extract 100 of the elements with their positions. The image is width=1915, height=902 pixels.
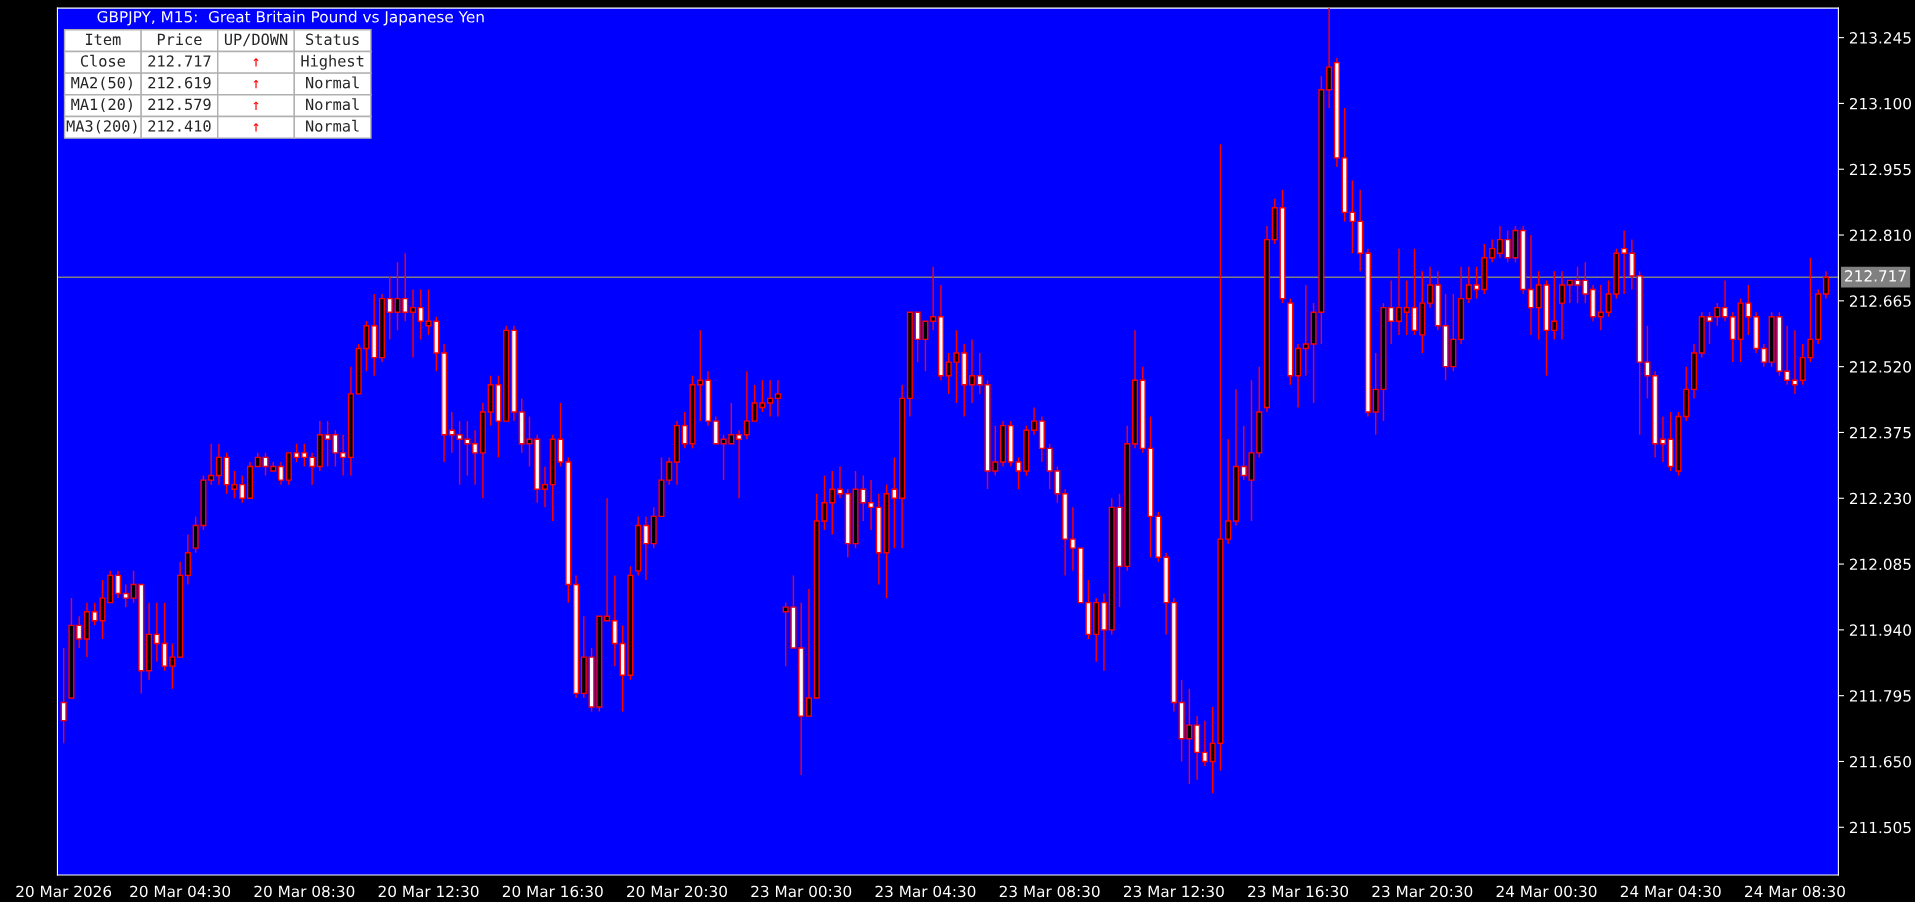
candlestick [371, 293, 378, 377]
candlestick [1163, 552, 1170, 636]
annotation: Price [157, 33, 202, 46]
x-tick-label: 23 Mar 04:30 [875, 885, 976, 898]
x-tick-label: 20 Mar 2026 [16, 885, 112, 898]
x-tick-label: 24 Mar 08:30 [1745, 885, 1845, 898]
candlestick [1232, 388, 1239, 527]
annotation: 212.619 [148, 76, 211, 89]
candlestick [1326, 8, 1333, 109]
candlestick [1465, 266, 1472, 304]
candlestick [1652, 370, 1659, 459]
candlestick [1000, 420, 1007, 468]
x-tick-label: 23 Mar 16:30 [1248, 885, 1349, 898]
candlestick [580, 615, 587, 699]
candlestick [76, 615, 83, 649]
candlestick [868, 479, 875, 531]
candlestick [510, 325, 517, 422]
candlestick [114, 570, 122, 599]
candlestick [767, 379, 774, 418]
candlestick [278, 461, 285, 486]
candlestick [937, 284, 944, 381]
annotation: ↑ [253, 80, 259, 89]
candlestick [673, 420, 681, 486]
candlestick [1496, 225, 1503, 259]
annotation: MA1(20) [71, 98, 132, 112]
candlestick [1364, 247, 1371, 418]
candlestick [1062, 488, 1069, 577]
candlestick [60, 647, 67, 745]
candlestick [1722, 279, 1729, 322]
annotation: Normal [306, 119, 359, 132]
candlestick [611, 574, 618, 667]
candlestick [798, 601, 805, 776]
x-tick-label: 24 Mar 04:30 [1620, 885, 1721, 898]
candlestick [1760, 343, 1767, 368]
candlestick [1597, 284, 1604, 332]
candlestick [184, 533, 191, 586]
candlestick [968, 338, 976, 404]
y-tick-label: 211.505 [1849, 821, 1911, 834]
candlestick [215, 443, 222, 486]
x-tick-label: 20 Mar 08:30 [254, 885, 355, 898]
candlestick [1753, 311, 1760, 354]
y-tick-label: 212.955 [1849, 163, 1911, 176]
candlestick [309, 452, 316, 486]
candlestick [1031, 406, 1038, 436]
candlestick [1170, 597, 1177, 713]
x-tick-label: 23 Mar 12:30 [1123, 885, 1224, 898]
candlestick [1729, 311, 1736, 363]
candlestick [836, 465, 844, 499]
candlestick [1527, 234, 1534, 336]
annotation: UP/DOWN [224, 33, 288, 47]
y-tick-label: 211.650 [1849, 755, 1911, 768]
y-tick-label: 211.795 [1849, 690, 1911, 702]
candlestick [1628, 238, 1635, 291]
candlestick [774, 379, 781, 418]
candlestick [1357, 188, 1364, 273]
candlestick [1263, 225, 1271, 413]
candlestick [736, 429, 743, 499]
x-tick-label: 20 Mar 16:30 [502, 885, 603, 898]
candlestick [1822, 270, 1830, 300]
annotation: 212.579 [148, 98, 211, 111]
candlestick [441, 343, 448, 463]
candlestick [1069, 506, 1076, 572]
x-tick-label: 23 Mar 20:30 [1372, 885, 1473, 898]
candlestick [316, 420, 323, 472]
candlestick [1333, 57, 1340, 168]
y-tick-label: 212.810 [1849, 229, 1911, 242]
candlestick [1489, 238, 1496, 263]
x-tick-label: 20 Mar 04:30 [130, 885, 231, 898]
candlestick [1590, 284, 1597, 322]
annotation: MA3(200) [66, 119, 137, 134]
annotation: Normal [306, 98, 359, 111]
candlestick [1007, 420, 1014, 468]
x-tick-label: 24 Mar 00:30 [1496, 885, 1597, 898]
ref-line-label: 212.717 [1845, 270, 1906, 282]
candlestick [472, 429, 479, 486]
annotation: 212.410 [148, 120, 211, 132]
annotation: ↑ [253, 101, 259, 110]
candlestick [340, 434, 347, 477]
candlestick [1295, 343, 1302, 409]
candlestick [899, 384, 906, 549]
candlestick [378, 293, 385, 363]
candlestick [635, 515, 642, 577]
candlestick [1388, 279, 1395, 345]
chart-title: GBPJPY, M15: Great Britain Pound vs Japanese Yen [97, 10, 484, 26]
candlestick [1225, 438, 1232, 545]
y-tick-label: 211.940 [1849, 624, 1911, 636]
candlestick [83, 601, 90, 658]
candlestick [875, 493, 882, 586]
candlestick [1427, 266, 1434, 309]
y-tick-label: 212.230 [1849, 492, 1911, 505]
annotation: Item [85, 33, 121, 46]
annotation: Close [80, 54, 125, 67]
annotation: Highest [301, 54, 364, 70]
candlestick [448, 411, 455, 454]
x-tick-label: 20 Mar 20:30 [627, 885, 727, 898]
y-tick-label: 212.665 [1849, 295, 1911, 307]
annotation: MA2(50) [71, 76, 132, 91]
y-tick-label: 212.375 [1849, 426, 1911, 439]
candlestick [541, 465, 549, 509]
candlestick [208, 443, 215, 486]
